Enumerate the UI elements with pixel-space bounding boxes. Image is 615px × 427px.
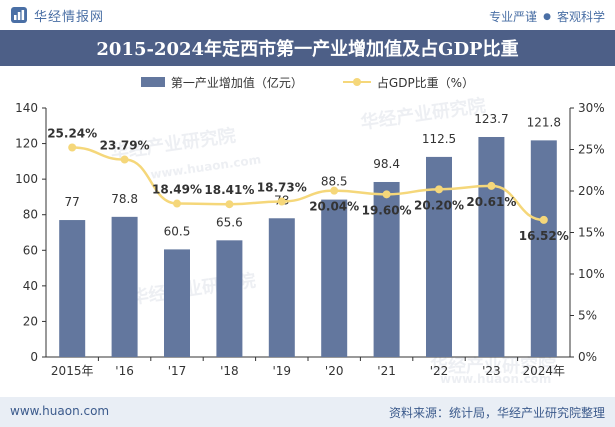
chart-title: 2015-2024年定西市第一产业增加值及占GDP比重 (96, 39, 519, 60)
y-left-tick-label: 20 (23, 314, 38, 328)
x-tick-label: 2024年 (523, 364, 566, 378)
line-value-label: 18.49% (152, 183, 202, 197)
line-value-label: 20.04% (309, 200, 359, 214)
bar (164, 249, 190, 357)
y-right-tick-label: 5% (578, 309, 597, 323)
footer-website: www.huaon.com (10, 404, 110, 418)
bar-value-label: 77 (65, 195, 80, 209)
tagline: 专业严谨 ● 客观科学 (489, 8, 605, 25)
legend-item-bar: 第一产业增加值（亿元） (140, 74, 303, 91)
y-left-tick-label: 80 (23, 208, 38, 222)
brand-name: 华经情报网 (34, 9, 105, 25)
y-left-tick-label: 140 (15, 101, 38, 115)
y-left-tick-label: 40 (23, 279, 38, 293)
title-bar: 2015-2024年定西市第一产业增加值及占GDP比重 (0, 30, 615, 66)
x-tick-label: '21 (377, 364, 396, 378)
x-tick-label: '16 (115, 364, 134, 378)
chart-legend: 第一产业增加值（亿元） 占GDP比重（%） (0, 72, 615, 92)
x-tick-label: '18 (220, 364, 239, 378)
brand: 华经情报网 (10, 6, 105, 25)
y-left-tick-label: 100 (15, 172, 38, 186)
line-point (435, 185, 443, 194)
bar (530, 140, 557, 357)
line-point (173, 199, 181, 208)
top-bar: 华经情报网 专业严谨 ● 客观科学 (0, 0, 615, 30)
y-right-tick-label: 25% (578, 143, 605, 157)
bar-value-label: 98.4 (373, 157, 400, 171)
legend-label-line: 占GDP比重（%） (376, 75, 475, 90)
y-right-tick-label: 10% (578, 267, 605, 281)
line-point (68, 143, 77, 152)
x-tick-label: '19 (273, 364, 292, 378)
series-line (72, 146, 544, 222)
chart-area: 0 20 40 60 80 100 120 140 0% 5% 10% 15% 20% 25% 30% 201… (15, 101, 605, 378)
line-point (382, 190, 391, 199)
bar-value-label: 60.5 (164, 224, 191, 238)
brand-logo-icon (11, 7, 27, 23)
y-right-tick-label: 15% (578, 226, 605, 240)
tagline-dot-icon: ● (543, 11, 551, 22)
line-value-label: 18.41% (204, 183, 254, 197)
bar (373, 181, 400, 357)
line-point (487, 181, 496, 190)
legend-bar-swatch-icon (140, 77, 165, 87)
footer: www.huaon.com 资料来源：统计局，华经产业研究院整理 (0, 397, 615, 427)
line-value-label: 25.24% (47, 127, 97, 141)
line-point (277, 197, 286, 206)
y-left-tick-label: 0 (30, 350, 38, 364)
bar (59, 220, 86, 357)
bar-value-label: 112.5 (422, 132, 456, 146)
line-point (539, 215, 548, 224)
x-tick-label: '23 (482, 364, 501, 378)
tagline-left: 专业严谨 (489, 10, 538, 24)
bar-value-label: 88.5 (321, 175, 348, 189)
bar (268, 218, 295, 357)
y-right-tick-label: 30% (578, 101, 605, 115)
bar-value-label: 78.8 (111, 192, 138, 206)
bar (216, 240, 243, 357)
line-value-label: 20.61% (466, 195, 516, 209)
line-value-label: 19.60% (362, 203, 412, 217)
x-tick-label: '20 (325, 364, 344, 378)
y-right-tick-label: 20% (578, 184, 605, 198)
y-left-tick-label: 120 (15, 137, 38, 151)
x-tick-label: '17 (168, 364, 187, 378)
y-left-tick-label: 60 (23, 243, 38, 257)
bar (111, 216, 138, 357)
footer-source: 资料来源：统计局，华经产业研究院整理 (388, 406, 605, 420)
line-value-label: 20.20% (414, 198, 464, 212)
bar-value-label: 123.7 (474, 112, 508, 126)
bar (478, 136, 505, 357)
line-value-label: 18.73% (257, 181, 307, 195)
bar-value-label: 121.8 (527, 115, 561, 129)
legend-line-swatch-icon (342, 77, 371, 87)
bar-value-label: 65.6 (216, 215, 243, 229)
line-point (330, 186, 339, 195)
line-point (225, 200, 234, 209)
line-value-label: 23.79% (100, 139, 150, 153)
y-right-tick-label: 0% (578, 350, 597, 364)
line-point (120, 155, 129, 164)
x-tick-label: 2015年 (51, 364, 94, 378)
legend-label-bar: 第一产业增加值（亿元） (170, 75, 303, 90)
bar (321, 199, 348, 357)
tagline-right: 客观科学 (556, 10, 605, 24)
line-value-label: 16.52% (519, 229, 569, 243)
legend-item-line: 占GDP比重（%） (342, 74, 475, 91)
x-tick-label: '22 (430, 364, 449, 378)
